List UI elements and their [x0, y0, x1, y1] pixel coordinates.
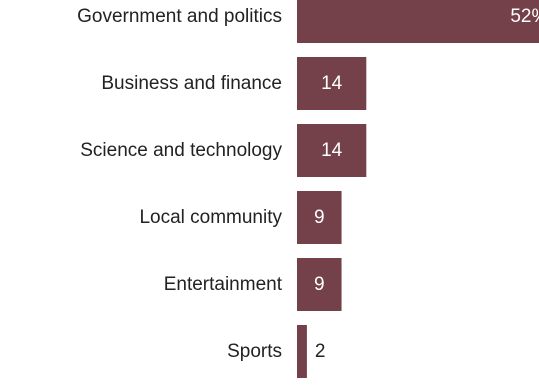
value-labels: 52% 14 14 9 9 2: [314, 6, 539, 362]
bars-group: [297, 0, 539, 378]
bar-3: [297, 191, 342, 244]
bar-2: [297, 124, 367, 177]
value-label-1: 14: [321, 73, 343, 94]
category-label-4: Entertainment: [164, 274, 283, 295]
category-label-0: Government and politics: [77, 6, 282, 27]
bar-1: [297, 57, 367, 110]
category-labels: Government and politics Business and fina…: [77, 6, 283, 362]
category-label-5: Sports: [227, 341, 282, 362]
category-label-1: Business and finance: [101, 73, 282, 94]
bar-0: [297, 0, 539, 43]
category-label-2: Science and technology: [80, 140, 282, 161]
bar-5: [297, 325, 307, 378]
category-label-3: Local community: [139, 207, 282, 228]
bar-4: [297, 258, 342, 311]
value-label-2: 14: [321, 140, 343, 161]
value-label-0: 52%: [510, 6, 539, 27]
value-label-4: 9: [314, 274, 325, 295]
value-label-3: 9: [314, 207, 325, 228]
value-label-5: 2: [315, 341, 326, 362]
